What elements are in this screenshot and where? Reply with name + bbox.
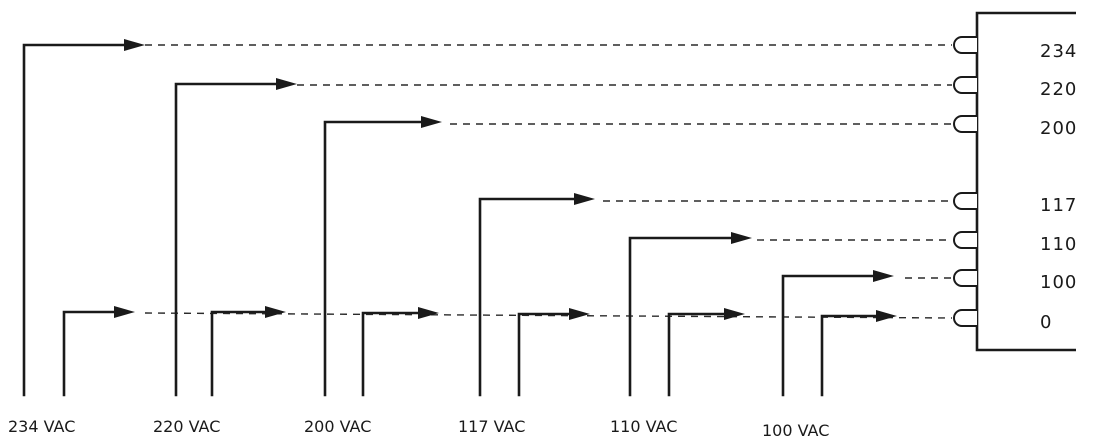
line-wire-117 — [478, 197, 580, 397]
tap-block-outline — [975, 11, 1076, 352]
arrowhead-common-117 — [569, 308, 590, 320]
common-wire-200 — [361, 311, 424, 397]
line-wire-220 — [174, 82, 282, 397]
terminal-lug-100 — [953, 269, 977, 287]
source-label-100-vac: 100 VAC — [762, 421, 829, 439]
source-label-234-vac: 234 VAC — [8, 417, 75, 436]
tap-label-110: 110 — [1040, 234, 1077, 255]
wiring-group-117-vac: 117 VAC — [458, 193, 595, 436]
common-wire-100 — [820, 314, 882, 397]
wiring-group-100-vac: 100 VAC — [762, 270, 897, 439]
tap-label-117: 117 — [1040, 195, 1077, 216]
tap-label-234: 234 — [1040, 41, 1077, 62]
tap-label-100: 100 — [1040, 272, 1077, 293]
line-wire-200 — [323, 120, 427, 397]
terminal-lugs — [953, 36, 977, 327]
terminal-lug-117 — [953, 192, 977, 210]
terminal-lug-234 — [953, 36, 977, 54]
arrowhead-234 — [124, 39, 145, 51]
arrowhead-common-234 — [114, 306, 135, 318]
line-wire-100 — [781, 274, 879, 397]
line-wire-234 — [22, 43, 130, 397]
terminal-lug-0 — [953, 309, 977, 327]
arrowhead-117 — [574, 193, 595, 205]
arrowhead-common-100 — [876, 310, 897, 322]
common-wire-220 — [210, 310, 271, 397]
arrowhead-220 — [276, 78, 297, 90]
arrowhead-110 — [731, 232, 752, 244]
arrowhead-200 — [421, 116, 442, 128]
source-label-200-vac: 200 VAC — [304, 417, 371, 436]
wiring-group-234-vac: 234 VAC — [8, 39, 145, 436]
tap-label-200: 200 — [1040, 118, 1077, 139]
arrowhead-100 — [873, 270, 894, 282]
terminal-lug-200 — [953, 115, 977, 133]
tap-label-0: 0 — [1040, 312, 1052, 333]
terminal-lug-110 — [953, 231, 977, 249]
wiring-group-220-vac: 220 VAC — [153, 78, 297, 436]
common-wire-117 — [517, 312, 575, 397]
wiring-group-110-vac: 110 VAC — [610, 232, 752, 436]
wiring-group-200-vac: 200 VAC — [304, 116, 442, 436]
common-wire-110 — [667, 312, 730, 397]
tap-labels: 234 220 200 117 110 100 0 — [1040, 41, 1077, 333]
line-wire-110 — [628, 236, 737, 397]
arrowhead-common-200 — [418, 307, 439, 319]
source-label-117-vac: 117 VAC — [458, 417, 525, 436]
terminal-lug-220 — [953, 76, 977, 94]
tap-label-220: 220 — [1040, 79, 1077, 100]
common-wire-234 — [62, 310, 120, 397]
source-label-220-vac: 220 VAC — [153, 417, 220, 436]
arrowhead-common-220 — [265, 306, 286, 318]
source-label-110-vac: 110 VAC — [610, 417, 677, 436]
arrowhead-common-110 — [724, 308, 745, 320]
